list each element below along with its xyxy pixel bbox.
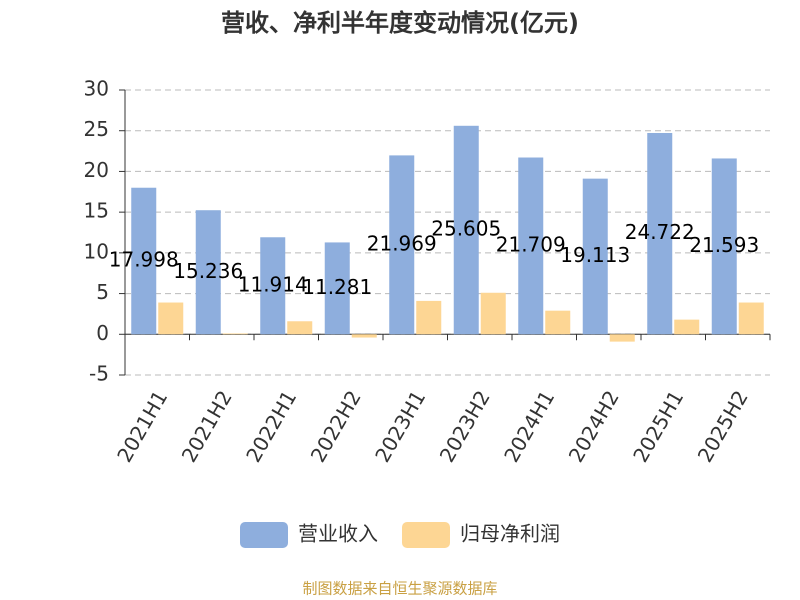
bar [324,242,350,335]
x-tick-label: 2021H1 [112,386,172,466]
y-tick-label: 15 [84,199,109,223]
y-tick-label: 0 [96,321,109,345]
legend-swatch [240,522,288,548]
value-label: 11.281 [302,275,372,299]
value-label: 17.998 [109,248,179,272]
x-tick-label: 2023H2 [435,386,495,466]
bar [674,319,700,335]
legend-label: 归母净利润 [460,522,560,546]
bar [287,321,313,335]
bar [260,237,286,335]
bar [389,155,415,335]
value-label: 15.236 [173,259,243,283]
bar [647,132,673,335]
x-tick-label: 2022H2 [306,386,366,466]
bar [158,302,184,335]
x-tick-label: 2023H1 [370,386,430,466]
y-tick-label: 10 [84,239,109,263]
bar [351,334,377,338]
y-tick-label: 20 [84,158,109,182]
x-tick-label: 2022H1 [241,386,301,466]
x-tick-label: 2021H2 [177,386,237,466]
bar [222,333,248,335]
x-tick-label: 2025H1 [628,386,688,466]
value-label: 11.914 [238,272,308,296]
bar [711,158,737,335]
source-note: 制图数据来自恒生聚源数据库 [302,580,497,598]
bar [480,292,506,335]
legend-label: 营业收入 [298,522,378,546]
value-label: 19.113 [560,243,630,267]
x-tick-label: 2024H2 [564,386,624,466]
x-tick-label: 2024H1 [499,386,559,466]
bar [453,125,479,335]
value-label: 24.722 [625,220,695,244]
bar [582,178,608,335]
value-label: 25.605 [431,217,501,241]
bar [738,302,764,335]
y-tick-label: 30 [84,77,109,101]
bar [416,300,442,335]
value-label: 21.709 [496,232,566,256]
legend-swatch [402,522,450,548]
bar [518,157,544,335]
bar [545,310,571,335]
value-label: 21.969 [367,231,437,255]
y-tick-label: 5 [96,280,109,304]
y-tick-label: -5 [89,362,109,386]
bar [609,334,635,342]
bar [131,187,157,335]
y-tick-label: 25 [84,117,109,141]
value-label: 21.593 [689,233,759,257]
x-tick-label: 2025H2 [693,386,753,466]
chart-title: 营收、净利半年度变动情况(亿元) [221,9,579,37]
bar [195,210,221,335]
